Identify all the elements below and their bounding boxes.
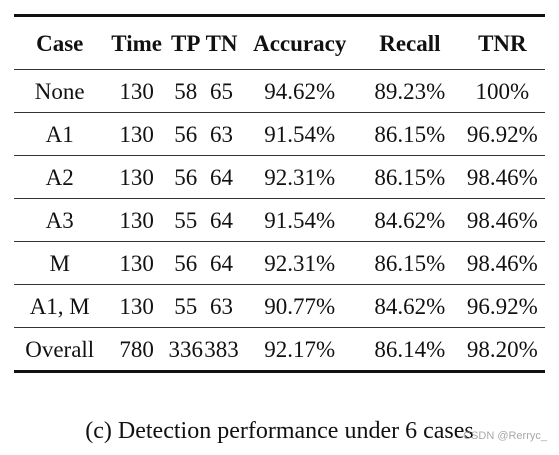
cell-accuracy: 94.62% bbox=[264, 78, 336, 104]
cell-recall: 89.23% bbox=[374, 78, 446, 104]
performance-table-container: Case Time TP TN Accuracy Recall TNR None… bbox=[14, 14, 545, 373]
header-tn: TN bbox=[205, 30, 238, 56]
cell-case: A2 bbox=[45, 164, 74, 190]
cell-tnr: 98.46% bbox=[466, 164, 538, 190]
cell-recall: 86.15% bbox=[374, 121, 446, 147]
cell-accuracy: 92.31% bbox=[264, 164, 336, 190]
cell-tp: 55 bbox=[174, 293, 198, 319]
cell-accuracy: 92.31% bbox=[264, 250, 336, 276]
cell-case: A1, M bbox=[29, 293, 90, 319]
cell-recall: 84.62% bbox=[374, 207, 446, 233]
table-row: None 130 58 65 94.62% 89.23% 100% bbox=[14, 70, 545, 112]
cell-tp: 58 bbox=[174, 78, 198, 104]
cell-accuracy: 92.17% bbox=[264, 336, 336, 362]
cell-recall: 84.62% bbox=[374, 293, 446, 319]
cell-tnr: 98.46% bbox=[466, 250, 538, 276]
cell-tnr: 96.92% bbox=[466, 293, 538, 319]
row-rule bbox=[14, 284, 545, 285]
cell-recall: 86.15% bbox=[374, 164, 446, 190]
header-rule bbox=[14, 69, 545, 70]
cell-accuracy: 91.54% bbox=[264, 121, 336, 147]
row-rule bbox=[14, 112, 545, 113]
cell-tn: 65 bbox=[210, 78, 234, 104]
detection-performance-table: Case Time TP TN Accuracy Recall TNR None… bbox=[14, 14, 545, 373]
header-recall: Recall bbox=[379, 30, 441, 56]
cell-tnr: 98.46% bbox=[466, 207, 538, 233]
cell-tp: 56 bbox=[174, 121, 198, 147]
top-rule bbox=[14, 14, 545, 17]
cell-tp: 336 bbox=[168, 336, 203, 362]
header-accuracy: Accuracy bbox=[253, 30, 347, 56]
cell-time: 130 bbox=[119, 207, 154, 233]
cell-case: A3 bbox=[45, 207, 74, 233]
cell-recall: 86.14% bbox=[374, 336, 446, 362]
cell-accuracy: 91.54% bbox=[264, 207, 336, 233]
bottom-rule bbox=[14, 370, 545, 373]
cell-tp: 56 bbox=[174, 250, 198, 276]
row-rule bbox=[14, 327, 545, 328]
cell-time: 130 bbox=[119, 250, 154, 276]
cell-recall: 86.15% bbox=[374, 250, 446, 276]
cell-case: Overall bbox=[25, 336, 95, 362]
header-tp: TP bbox=[171, 30, 201, 56]
row-rule bbox=[14, 198, 545, 199]
row-rule bbox=[14, 155, 545, 156]
cell-case: None bbox=[34, 78, 85, 104]
cell-tp: 56 bbox=[174, 164, 198, 190]
header-time: Time bbox=[111, 30, 162, 56]
cell-tn: 63 bbox=[210, 293, 234, 319]
cell-tn: 64 bbox=[210, 207, 234, 233]
row-rule bbox=[14, 241, 545, 242]
cell-tn: 64 bbox=[210, 250, 234, 276]
cell-tp: 55 bbox=[174, 207, 198, 233]
cell-time: 130 bbox=[119, 121, 154, 147]
cell-tn: 64 bbox=[210, 164, 234, 190]
table-row-overall: Overall 780 336 383 92.17% 86.14% 98.20% bbox=[14, 328, 545, 370]
cell-case: A1 bbox=[45, 121, 74, 147]
cell-tn: 383 bbox=[204, 336, 239, 362]
cell-time: 130 bbox=[119, 164, 154, 190]
cell-tnr: 96.92% bbox=[466, 121, 538, 147]
table-row: A1, M 130 55 63 90.77% 84.62% 96.92% bbox=[14, 285, 545, 327]
table-row: A1 130 56 63 91.54% 86.15% 96.92% bbox=[14, 113, 545, 155]
cell-accuracy: 90.77% bbox=[264, 293, 336, 319]
table-caption: (c) Detection performance under 6 cases bbox=[85, 418, 474, 444]
table-row: M 130 56 64 92.31% 86.15% 98.46% bbox=[14, 242, 545, 284]
cell-case: M bbox=[49, 250, 70, 276]
cell-tn: 63 bbox=[210, 121, 234, 147]
header-tnr: TNR bbox=[478, 30, 527, 56]
table-header-row: Case Time TP TN Accuracy Recall TNR bbox=[14, 17, 545, 69]
table-row: A2 130 56 64 92.31% 86.15% 98.46% bbox=[14, 156, 545, 198]
watermark: CSDN @Rerryc_ bbox=[463, 430, 547, 442]
cell-time: 130 bbox=[119, 293, 154, 319]
table-body: None 130 58 65 94.62% 89.23% 100% A1 130… bbox=[14, 70, 545, 373]
cell-tnr: 100% bbox=[475, 78, 530, 104]
cell-time: 130 bbox=[119, 78, 154, 104]
header-case: Case bbox=[36, 30, 84, 56]
cell-tnr: 98.20% bbox=[466, 336, 538, 362]
table-row: A3 130 55 64 91.54% 84.62% 98.46% bbox=[14, 199, 545, 241]
cell-time: 780 bbox=[119, 336, 154, 362]
